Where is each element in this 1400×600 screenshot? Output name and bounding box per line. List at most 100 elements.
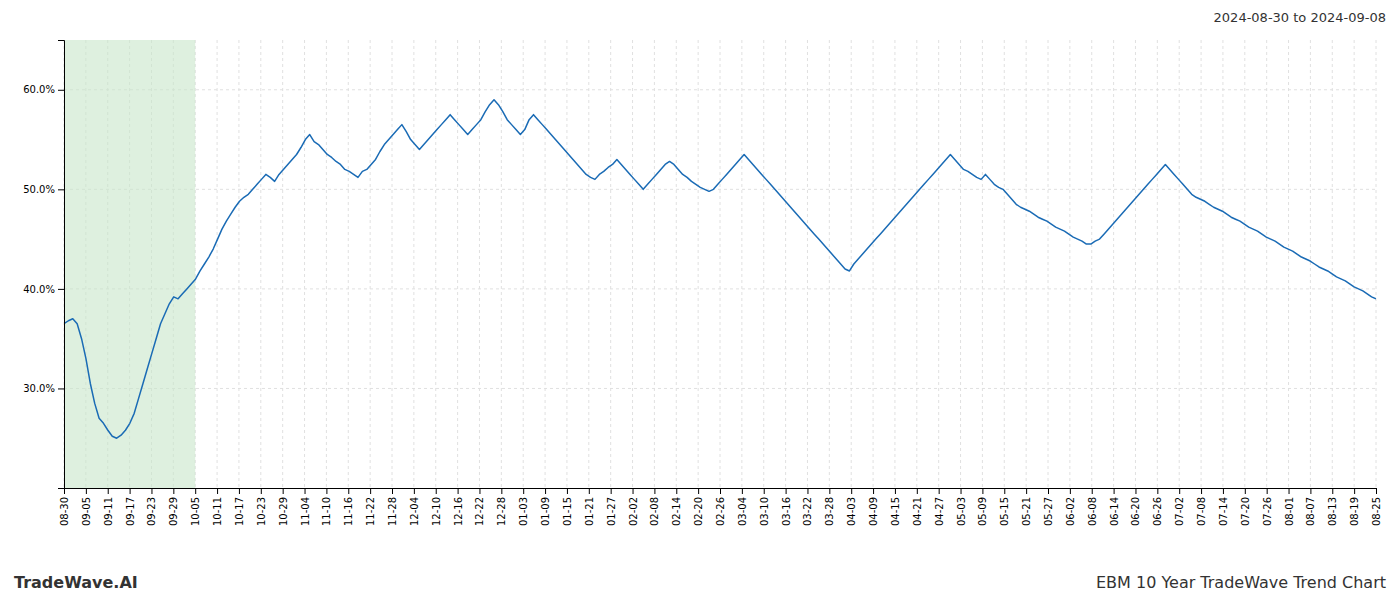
tick: 11-10 bbox=[321, 488, 332, 526]
tick-label: 05-27 bbox=[1043, 497, 1054, 526]
tick: 01-15 bbox=[562, 488, 573, 526]
grid-line bbox=[326, 40, 327, 488]
grid-line bbox=[807, 40, 808, 488]
tick: 02-20 bbox=[693, 488, 704, 526]
tick-label: 03-04 bbox=[737, 497, 748, 526]
tick: 06-14 bbox=[1109, 488, 1120, 526]
tick-label: 08-07 bbox=[1305, 497, 1316, 526]
tick-mark bbox=[589, 488, 590, 494]
grid-line bbox=[632, 40, 633, 488]
grid-line bbox=[916, 40, 917, 488]
tick-mark bbox=[1310, 488, 1311, 494]
tick-label: 03-10 bbox=[759, 497, 770, 526]
tick-mark bbox=[1026, 488, 1027, 494]
tick-label: 12-04 bbox=[409, 497, 420, 526]
grid-line bbox=[1354, 40, 1355, 488]
tick-mark bbox=[1289, 488, 1290, 494]
tick-label: 02-08 bbox=[649, 497, 660, 526]
chart: 08-3009-0509-1109-1709-2309-2910-0510-11… bbox=[0, 0, 1400, 600]
tick-mark bbox=[58, 388, 64, 389]
tick-mark bbox=[195, 488, 196, 494]
tick-mark bbox=[917, 488, 918, 494]
tick-label: 07-20 bbox=[1240, 497, 1251, 526]
tick: 06-08 bbox=[1087, 488, 1098, 526]
grid-line bbox=[64, 89, 1376, 90]
tick-label: 07-26 bbox=[1262, 497, 1273, 526]
tick-mark bbox=[545, 488, 546, 494]
tick: 40.0% bbox=[23, 284, 64, 295]
x-axis: 08-3009-0509-1109-1709-2309-2910-0510-11… bbox=[59, 488, 1382, 526]
tick: 03-10 bbox=[759, 488, 770, 526]
tick-label: 12-28 bbox=[496, 497, 507, 526]
tick-label: 11-04 bbox=[300, 497, 311, 526]
grid-line bbox=[654, 40, 655, 488]
tick: 12-28 bbox=[496, 488, 507, 526]
tick-label: 01-21 bbox=[584, 497, 595, 526]
tick-mark bbox=[326, 488, 327, 494]
grid-line bbox=[1135, 40, 1136, 488]
tick-mark bbox=[1201, 488, 1202, 494]
tick-mark bbox=[261, 488, 262, 494]
tick-label: 40.0% bbox=[23, 284, 55, 295]
tick: 02-08 bbox=[649, 488, 660, 526]
tick-mark bbox=[392, 488, 393, 494]
grid-line bbox=[982, 40, 983, 488]
tick-mark bbox=[1048, 488, 1049, 494]
tick-mark bbox=[436, 488, 437, 494]
tick-mark bbox=[851, 488, 852, 494]
tick-label: 60.0% bbox=[23, 84, 55, 95]
tick: 05-09 bbox=[977, 488, 988, 526]
grid-line bbox=[545, 40, 546, 488]
tick-label: 11-28 bbox=[387, 497, 398, 526]
grid-line bbox=[785, 40, 786, 488]
tick-label: 10-23 bbox=[256, 497, 267, 526]
tick-label: 04-03 bbox=[846, 497, 857, 526]
grid bbox=[64, 40, 1376, 488]
tick-mark bbox=[654, 488, 655, 494]
tick-label: 06-02 bbox=[1065, 497, 1076, 526]
tick-label: 01-03 bbox=[518, 497, 529, 526]
tick-label: 02-02 bbox=[628, 497, 639, 526]
tick-label: 06-14 bbox=[1109, 497, 1120, 526]
tick-label: 12-10 bbox=[431, 497, 442, 526]
tick-mark bbox=[458, 488, 459, 494]
tick-label: 04-21 bbox=[912, 497, 923, 526]
footer-left: TradeWave.AI bbox=[14, 573, 138, 592]
y-axis: 30.0% 40.0% 50.0% 60.0% bbox=[23, 41, 64, 489]
tick-mark bbox=[873, 488, 874, 494]
grid-line bbox=[763, 40, 764, 488]
tick-label: 06-26 bbox=[1152, 497, 1163, 526]
tick: 09-29 bbox=[168, 488, 179, 526]
grid-line bbox=[960, 40, 961, 488]
tick-mark bbox=[414, 488, 415, 494]
tick: 06-26 bbox=[1152, 488, 1163, 526]
tick: 30.0% bbox=[23, 383, 64, 394]
tick: 01-09 bbox=[540, 488, 551, 526]
tick-mark bbox=[305, 488, 306, 494]
tick-label: 11-22 bbox=[365, 497, 376, 526]
tick-label: 05-09 bbox=[977, 497, 988, 526]
tick-mark bbox=[501, 488, 502, 494]
grid-line bbox=[282, 40, 283, 488]
grid-line bbox=[435, 40, 436, 488]
grid-line bbox=[741, 40, 742, 488]
grid-line bbox=[1091, 40, 1092, 488]
grid-line bbox=[1179, 40, 1180, 488]
grid-line bbox=[479, 40, 480, 488]
tick-label: 03-22 bbox=[802, 497, 813, 526]
tick: 08-01 bbox=[1284, 488, 1295, 526]
tick: 06-02 bbox=[1065, 488, 1076, 526]
footer-right: EBM 10 Year TradeWave Trend Chart bbox=[1096, 573, 1386, 592]
tick: 09-05 bbox=[81, 488, 92, 526]
tick-mark bbox=[939, 488, 940, 494]
tick: 50.0% bbox=[23, 184, 64, 195]
tick-label: 09-05 bbox=[81, 497, 92, 526]
tick-mark bbox=[348, 488, 349, 494]
grid-line bbox=[348, 40, 349, 488]
tick-label: 04-09 bbox=[868, 497, 879, 526]
tick: 08-13 bbox=[1327, 488, 1338, 526]
axis-line bbox=[58, 41, 65, 489]
tick: 06-20 bbox=[1130, 488, 1141, 526]
grid-line bbox=[1376, 40, 1377, 488]
tick-mark bbox=[720, 488, 721, 494]
